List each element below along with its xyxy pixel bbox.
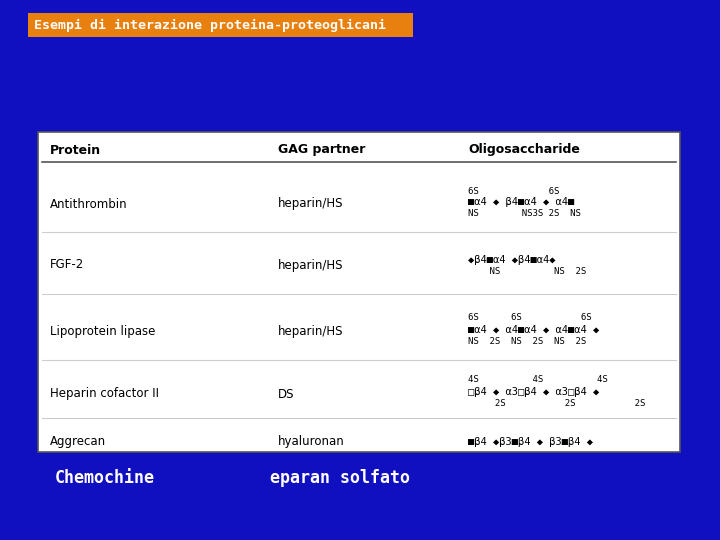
Text: 6S      6S           6S: 6S 6S 6S xyxy=(468,314,592,322)
Text: Oligosaccharide: Oligosaccharide xyxy=(468,144,580,157)
Text: ■α4 ◆ α4■α4 ◆ α4■α4 ◆: ■α4 ◆ α4■α4 ◆ α4■α4 ◆ xyxy=(468,325,599,335)
Text: 6S             6S: 6S 6S xyxy=(468,187,559,197)
Text: ■β4 ◆β3■β4 ◆ β3■β4 ◆: ■β4 ◆β3■β4 ◆ β3■β4 ◆ xyxy=(468,437,593,447)
Text: NS        NS3S 2S  NS: NS NS3S 2S NS xyxy=(468,208,581,218)
FancyBboxPatch shape xyxy=(38,132,680,452)
Text: DS: DS xyxy=(278,388,294,401)
Text: FGF-2: FGF-2 xyxy=(50,259,84,272)
Text: Heparin cofactor II: Heparin cofactor II xyxy=(50,388,159,401)
Text: 4S          4S          4S: 4S 4S 4S xyxy=(468,375,608,384)
Text: hyaluronan: hyaluronan xyxy=(278,435,345,449)
Text: 2S           2S           2S: 2S 2S 2S xyxy=(468,399,645,408)
Text: Antithrombin: Antithrombin xyxy=(50,198,127,211)
Text: □β4 ◆ α3□β4 ◆ α3□β4 ◆: □β4 ◆ α3□β4 ◆ α3□β4 ◆ xyxy=(468,387,599,397)
Text: Protein: Protein xyxy=(50,144,101,157)
Text: heparin/HS: heparin/HS xyxy=(278,198,343,211)
Text: Lipoprotein lipase: Lipoprotein lipase xyxy=(50,326,156,339)
Text: GAG partner: GAG partner xyxy=(278,144,365,157)
Text: NS  2S  NS  2S  NS  2S: NS 2S NS 2S NS 2S xyxy=(468,336,586,346)
Text: Esempi di interazione proteina-proteoglicani: Esempi di interazione proteina-proteogli… xyxy=(34,18,386,31)
Text: ■α4 ◆ β4■α4 ◆ α4■: ■α4 ◆ β4■α4 ◆ α4■ xyxy=(468,197,575,207)
Text: eparan solfato: eparan solfato xyxy=(270,469,410,487)
Text: NS          NS  2S: NS NS 2S xyxy=(468,267,586,275)
Text: Aggrecan: Aggrecan xyxy=(50,435,106,449)
FancyBboxPatch shape xyxy=(28,13,413,37)
Text: ◆β4■α4 ◆β4■α4◆: ◆β4■α4 ◆β4■α4◆ xyxy=(468,255,556,265)
Text: Chemochine: Chemochine xyxy=(55,469,155,487)
Text: heparin/HS: heparin/HS xyxy=(278,326,343,339)
Text: heparin/HS: heparin/HS xyxy=(278,259,343,272)
